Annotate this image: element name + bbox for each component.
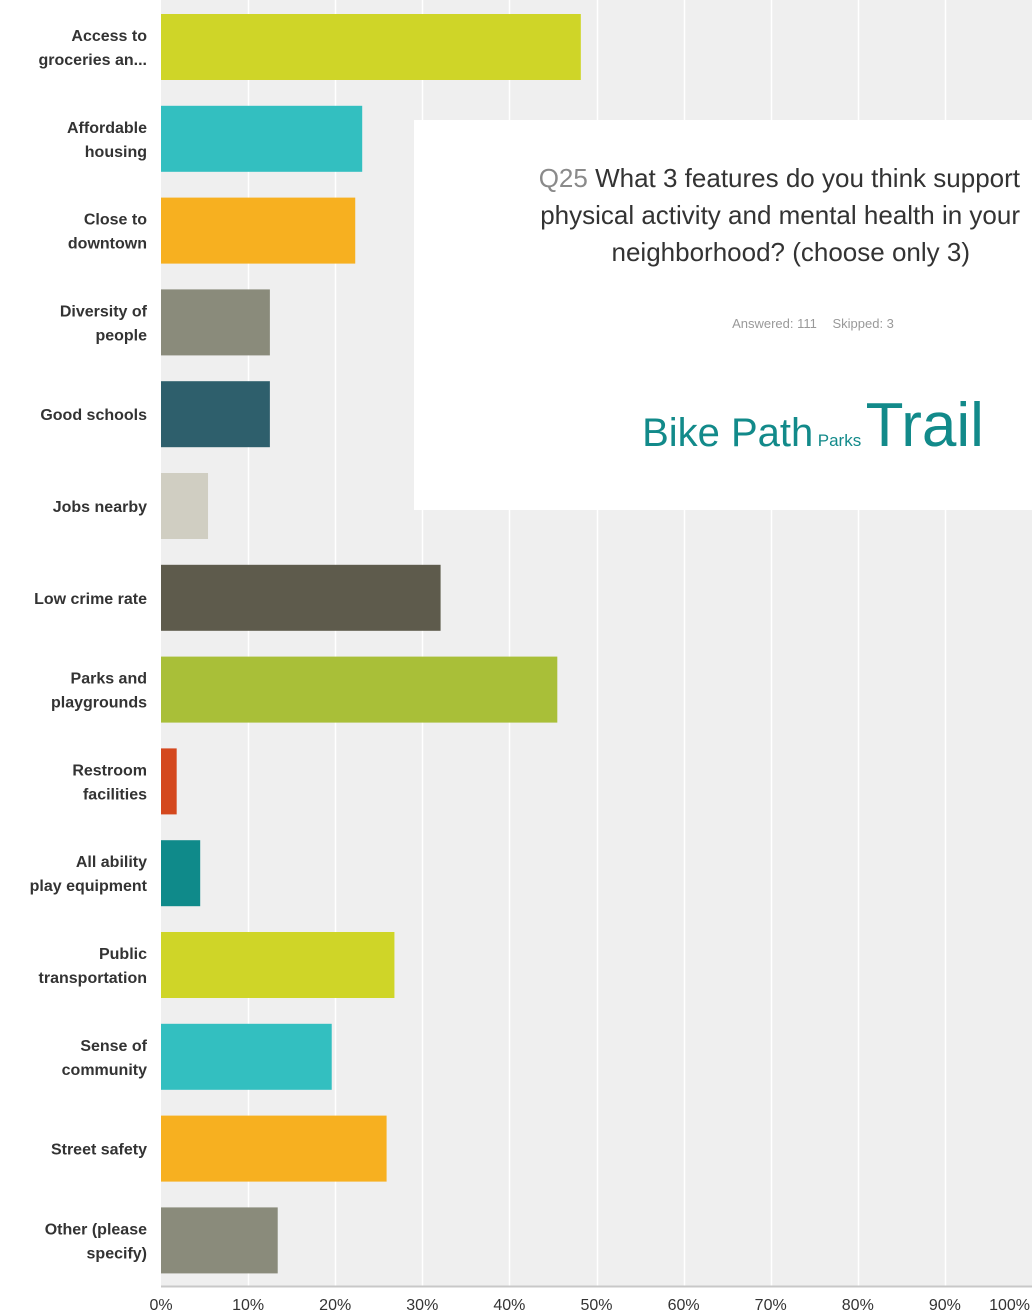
word-cloud-word: Parks	[818, 431, 861, 450]
category-label: Other (please specify)	[45, 1221, 147, 1262]
bar	[161, 14, 581, 80]
x-tick-label: 30%	[406, 1297, 438, 1314]
bar	[161, 1207, 278, 1273]
x-tick-label: 100%	[989, 1297, 1030, 1314]
category-labels: Access to groceries an... Affordable housin…	[30, 28, 148, 1262]
x-tick-label: 20%	[319, 1297, 351, 1314]
answered-count: Answered: 111	[732, 316, 817, 331]
bar	[161, 106, 362, 172]
bar	[161, 565, 441, 631]
x-tick-label: 40%	[493, 1297, 525, 1314]
skipped-count: Skipped: 3	[832, 316, 893, 331]
question-panel: Q25 What 3 features do you think support…	[414, 120, 1032, 510]
question-title-line-3: neighborhood? (choose only 3)	[414, 234, 1020, 271]
category-label: Affordable housing	[67, 120, 147, 161]
word-cloud-word: Bike Path	[642, 411, 813, 455]
bar	[161, 748, 177, 814]
response-stats: Answered: 111 Skipped: 3	[414, 316, 1032, 331]
question-title-line-2: physical activity and mental health in y…	[414, 197, 1020, 234]
category-label: Good schools	[40, 407, 147, 424]
x-tick-labels: 0% 10% 20% 30% 40% 50% 60% 70% 80% 90% 100%	[149, 1297, 1030, 1314]
bar	[161, 1024, 332, 1090]
word-cloud-word: Trail	[866, 391, 984, 460]
x-tick-label: 10%	[232, 1297, 264, 1314]
bar	[161, 473, 208, 539]
category-label: All ability play equipment	[30, 854, 148, 895]
question-title: Q25 What 3 features do you think support…	[414, 160, 1032, 271]
category-label: Public transportation	[39, 946, 148, 987]
bar	[161, 1116, 387, 1182]
x-tick-label: 80%	[842, 1297, 874, 1314]
category-label: Access to groceries an...	[39, 28, 148, 69]
x-tick-label: 60%	[668, 1297, 700, 1314]
x-tick-label: 90%	[929, 1297, 961, 1314]
bar	[161, 198, 355, 264]
x-tick-label: 70%	[755, 1297, 787, 1314]
category-label: Street safety	[51, 1142, 147, 1159]
question-number: Q25	[539, 163, 588, 193]
category-label: Jobs nearby	[53, 499, 147, 516]
bar	[161, 289, 270, 355]
category-label: Low crime rate	[34, 591, 147, 608]
category-label: Close to downtown	[68, 212, 147, 253]
x-tick-label: 50%	[580, 1297, 612, 1314]
x-tick-label: 0%	[149, 1297, 172, 1314]
category-label: Restroom facilities	[72, 762, 147, 803]
bar	[161, 840, 200, 906]
category-label: Parks and playgrounds	[51, 671, 147, 712]
question-title-line-1: Q25 What 3 features do you think support	[414, 160, 1020, 197]
category-label: Diversity of people	[60, 303, 148, 344]
bar	[161, 932, 394, 998]
category-label: Sense of community	[62, 1038, 148, 1079]
bar	[161, 381, 270, 447]
word-cloud: Bike Path Parks Trail	[414, 390, 1032, 461]
bar	[161, 657, 557, 723]
